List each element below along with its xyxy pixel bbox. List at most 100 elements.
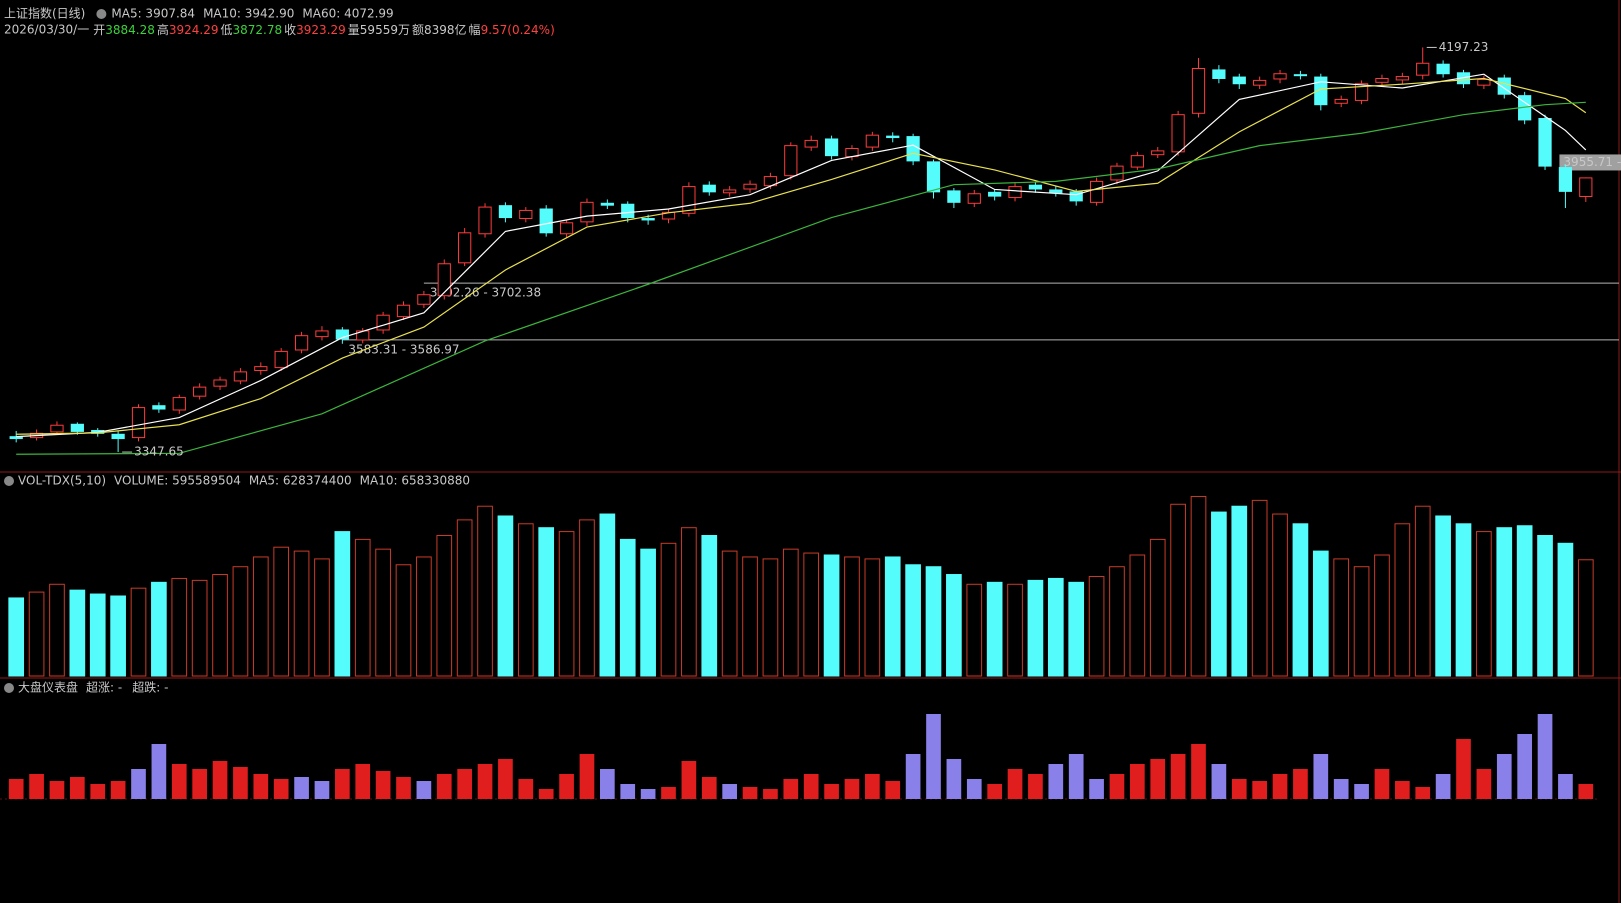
legend-item: 超涨: - [86, 680, 122, 695]
volume-bar [1292, 523, 1309, 677]
candle-body [1008, 186, 1022, 199]
icon [96, 9, 107, 19]
volume-bar [151, 581, 167, 677]
candle-body [988, 191, 1002, 197]
candle-body [1232, 76, 1246, 85]
indicator-bar [1048, 764, 1064, 799]
volume-bar [1272, 513, 1288, 677]
info-item: 高3924.29 [157, 22, 219, 37]
indicator-bar [314, 781, 330, 799]
info-key: 量 [348, 23, 360, 37]
volume-bar [1007, 583, 1023, 677]
volume-bar [517, 523, 534, 677]
volume-bar [232, 566, 249, 677]
ma-line [16, 77, 1587, 435]
volume-bar [660, 542, 677, 677]
legend-value: MA5: 3907.84 [111, 7, 195, 21]
indicator-bar [49, 781, 65, 799]
volume-bar [1068, 581, 1085, 677]
candle-body [1314, 76, 1328, 106]
indicator-bar [1068, 754, 1084, 799]
indicator-bar [1109, 774, 1125, 799]
indicator-bar [396, 777, 411, 799]
indicator-bar [966, 779, 982, 799]
date: 2026/03/30/一 [4, 23, 89, 37]
volume-bar [782, 548, 799, 677]
volume-bar [110, 595, 126, 677]
indicator-bar [233, 767, 248, 799]
volume-bar [69, 589, 86, 677]
volume-bar [1211, 511, 1227, 677]
indicator-bar [1272, 774, 1288, 799]
volume-bar [497, 515, 514, 677]
volume-bar [130, 587, 147, 677]
volume-bar [375, 548, 391, 677]
indicator-bar [1130, 764, 1145, 799]
indicator-bar [1231, 779, 1247, 799]
volume-bar [8, 597, 25, 677]
indicator-bar [1476, 769, 1492, 799]
icon[interactable] [4, 683, 14, 693]
info-value: 3924.29 [169, 23, 219, 37]
info-key: 高 [157, 22, 169, 37]
info-value: 3872.78 [233, 23, 283, 37]
volume-bar [1047, 577, 1064, 677]
volume-bar [1557, 542, 1574, 677]
candle-body [50, 424, 64, 433]
indicator-bar [1415, 787, 1431, 799]
indicator-bar [70, 777, 85, 799]
indicator-bar [294, 777, 309, 799]
candle-body [315, 330, 329, 338]
info-key: 收 [284, 23, 296, 37]
candle-body [1579, 177, 1593, 197]
indicator-bar [477, 764, 493, 799]
candle-body [1253, 79, 1267, 86]
volume-bar [844, 556, 860, 677]
candle-body [1171, 114, 1185, 153]
candle-body [641, 218, 655, 221]
indicator-bar [946, 759, 962, 799]
volume-bar [721, 550, 738, 677]
candle-body [580, 201, 594, 223]
volume-bar [456, 519, 473, 677]
level-label: 3702.26 - 3702.38 [430, 286, 541, 300]
indicator-bar [640, 789, 656, 799]
candle-body [1558, 167, 1573, 192]
indicator-bar [518, 779, 534, 799]
candle-body [1375, 77, 1389, 83]
indicator-bar [600, 769, 615, 799]
info-value: 3884.28 [105, 23, 155, 37]
volume-bar [966, 583, 983, 677]
volume-bar [1149, 538, 1166, 677]
indicator-bar [1537, 714, 1553, 799]
indicator-bar [457, 769, 472, 799]
indicator-bar [865, 774, 880, 799]
indicator-bar [355, 764, 371, 799]
legend-value: MA60: 4072.99 [302, 7, 393, 21]
candle-body [865, 134, 879, 148]
candle-body [539, 208, 553, 234]
legend-value: MA5: 628374400 [249, 474, 352, 488]
volume-bar [1353, 566, 1370, 677]
volume-bar [823, 554, 840, 677]
candle-body [152, 405, 166, 410]
candle-body [1436, 63, 1450, 75]
candle-body [233, 371, 248, 382]
candle-body [498, 205, 513, 219]
candle-body [193, 386, 207, 397]
indicator-bar [436, 774, 452, 799]
volume-bar [1251, 499, 1268, 677]
indicator-bar [1170, 754, 1186, 799]
volume-bar [1333, 558, 1350, 677]
icon[interactable] [4, 476, 14, 486]
info-item: 量59559万 [348, 23, 410, 37]
indicator-bar [579, 754, 595, 799]
volume-bar [640, 548, 656, 677]
volume-bar [1170, 503, 1186, 677]
volume-bar [681, 527, 697, 677]
indicator-bar [783, 779, 799, 799]
candle-body [723, 189, 737, 194]
indicator-bar [1496, 754, 1512, 799]
volume-bar [1109, 566, 1125, 677]
volume-bar [1231, 505, 1248, 677]
